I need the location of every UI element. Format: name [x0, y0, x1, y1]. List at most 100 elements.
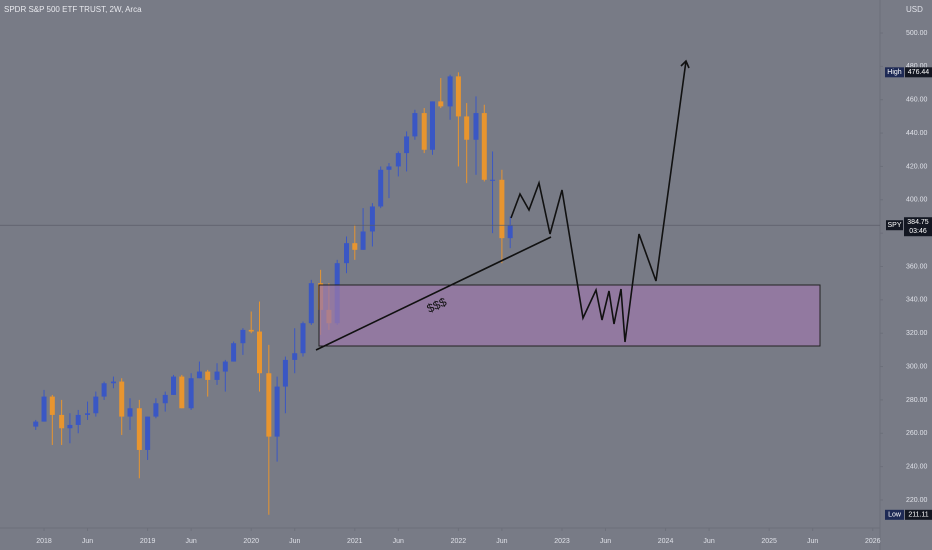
candle-body: [75, 414, 81, 425]
candle-body: [248, 329, 254, 332]
x-tick-label: Jun: [703, 538, 714, 545]
y-tick-label: 440.00: [906, 130, 928, 137]
marker-value: 476.44: [908, 69, 930, 76]
candle-body: [499, 179, 505, 239]
price-marker-box: [905, 509, 932, 520]
candle-body: [282, 359, 288, 387]
marker-name: Low: [888, 512, 902, 519]
y-tick-label: 360.00: [906, 263, 928, 270]
candle-body: [455, 76, 461, 117]
candle-body: [145, 416, 151, 450]
candle-body: [188, 378, 194, 409]
x-tick-label: Jun: [807, 538, 818, 545]
x-tick-label: Jun: [496, 538, 507, 545]
x-tick-label: 2019: [140, 538, 156, 545]
candle-body: [481, 113, 487, 180]
y-tick-label: 460.00: [906, 97, 928, 104]
axes: 220.00 240.00 260.00 280.00 300.00 320.00 340.…: [36, 30, 932, 545]
candle-body: [101, 383, 107, 397]
x-tick-label: 2023: [554, 538, 570, 545]
candle-body: [507, 225, 513, 239]
y-tick-label: 300.00: [906, 363, 928, 370]
candle-body: [67, 424, 73, 429]
candle-body: [274, 386, 280, 437]
candle-body: [179, 376, 185, 409]
candle-body: [404, 136, 410, 154]
x-tick-label: Jun: [289, 538, 300, 545]
candle-body: [464, 116, 470, 140]
y-tick-label: 280.00: [906, 397, 928, 404]
x-tick-label: 2022: [451, 538, 467, 545]
candle-body: [127, 408, 133, 417]
y-tick-label: 500.00: [906, 30, 928, 37]
candle-body: [447, 76, 453, 107]
candle-body: [266, 373, 272, 437]
candle-body: [386, 166, 392, 170]
trend-line: [315, 236, 552, 351]
y-tick-label: 480.00: [906, 63, 928, 70]
candle-body: [110, 381, 116, 384]
candle-body: [222, 361, 228, 372]
candle-body: [344, 243, 350, 264]
y-tick-label: 340.00: [906, 297, 928, 304]
candle-body: [308, 283, 314, 324]
candle-body: [421, 113, 427, 150]
candle-body: [41, 396, 47, 422]
y-tick-label: 240.00: [906, 463, 928, 470]
candle-body: [292, 353, 298, 360]
x-tick-label: 2026: [865, 538, 881, 545]
x-tick-label: Jun: [393, 538, 404, 545]
y-tick-label: 400.00: [906, 197, 928, 204]
y-tick-label: 320.00: [906, 330, 928, 337]
drawings: $$$: [315, 59, 821, 351]
x-tick-label: 2020: [243, 538, 259, 545]
candle-body: [352, 243, 358, 250]
candle-body: [33, 421, 39, 427]
zone-rectangle: [318, 284, 821, 347]
chart-title: SPDR S&P 500 ETF TRUST, 2W, Arca: [4, 5, 142, 14]
y-tick-label: 220.00: [906, 497, 928, 504]
x-tick-label: Jun: [185, 538, 196, 545]
candle-body: [378, 169, 384, 207]
candle-body: [429, 101, 435, 150]
candle-body: [360, 231, 366, 250]
marker-value: 384.75: [907, 219, 929, 226]
plot: [0, 72, 880, 515]
candle-body: [205, 371, 211, 380]
candle-body: [395, 153, 401, 167]
candle-body: [171, 376, 177, 395]
candle-body: [438, 101, 444, 107]
marker-countdown: 03:46: [909, 228, 927, 235]
marker-name: High: [887, 69, 902, 76]
x-tick-label: 2024: [658, 538, 674, 545]
candle-body: [240, 329, 246, 344]
candle-body: [119, 381, 125, 417]
candle-body: [473, 113, 479, 140]
y-tick-label: 420.00: [906, 163, 928, 170]
x-tick-label: Jun: [600, 538, 611, 545]
name-marker-box: [886, 220, 903, 231]
candle-body: [85, 413, 91, 415]
candle-body: [136, 408, 142, 450]
candle-body: [490, 179, 496, 181]
projection-path: [510, 60, 687, 343]
candle-body: [231, 343, 237, 362]
candle-body: [93, 396, 99, 414]
y-tick-label: 260.00: [906, 430, 928, 437]
marker-name: SPY: [887, 222, 901, 229]
x-tick-label: 2018: [36, 538, 52, 545]
name-marker-box: [885, 509, 904, 520]
candle-body: [153, 403, 159, 417]
x-tick-label: 2025: [761, 538, 777, 545]
candle-body: [256, 331, 262, 374]
price-marker-box: [905, 67, 932, 78]
candle-body: [196, 371, 202, 379]
name-marker-box: [885, 67, 904, 78]
candle-body: [369, 206, 375, 232]
candle-body: [214, 371, 220, 380]
x-tick-label: 2021: [347, 538, 363, 545]
candle-body: [59, 414, 65, 429]
candle-body: [162, 394, 168, 404]
